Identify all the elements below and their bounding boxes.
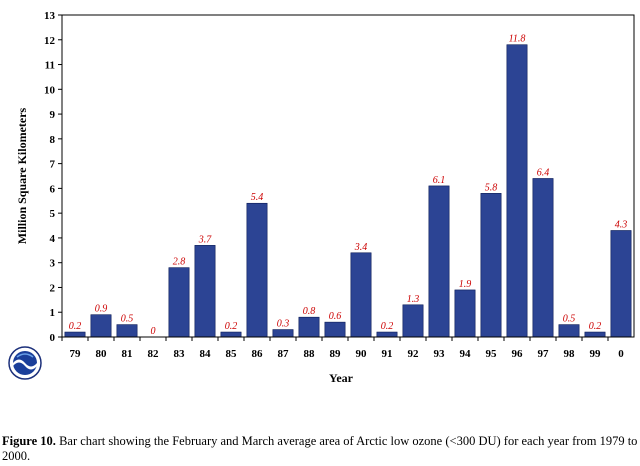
bar xyxy=(532,178,554,338)
x-axis-title: Year xyxy=(329,371,354,385)
noaa-logo-icon xyxy=(8,346,42,380)
y-tick-label: 13 xyxy=(44,10,56,22)
x-tick-label: 86 xyxy=(252,348,264,360)
data-label: 5.8 xyxy=(485,182,498,193)
data-label: 0.2 xyxy=(589,321,602,332)
x-axis-ticks: 79 80 81 82 83 84 85 86 87 88 89 90 91 92 93 94 95 96 97 98… xyxy=(61,337,624,360)
x-tick-label: 99 xyxy=(590,348,602,360)
x-tick-label: 90 xyxy=(356,348,368,360)
bar xyxy=(194,245,216,338)
data-labels: 0.2 0.9 0.5 0 2.8 3.7 0.2 5.4 0.3 0.8 0.6 3.4 0.2 1.3… xyxy=(69,34,628,337)
data-label: 1.9 xyxy=(459,279,472,290)
x-tick-label: 82 xyxy=(148,348,160,360)
x-tick-label: 95 xyxy=(486,348,498,360)
x-tick-label: 93 xyxy=(434,348,446,360)
bar xyxy=(506,44,528,338)
bar xyxy=(64,331,86,338)
caption-label: Figure 10. xyxy=(2,434,56,448)
data-label: 6.1 xyxy=(433,175,446,186)
y-tick-label: 4 xyxy=(50,233,56,245)
bar xyxy=(168,267,190,338)
bar xyxy=(272,329,294,338)
x-tick-label: 89 xyxy=(330,348,342,360)
bars xyxy=(64,44,632,338)
x-tick-label: 87 xyxy=(278,348,290,360)
data-label: 3.7 xyxy=(198,234,213,245)
data-label: 0.9 xyxy=(95,304,108,315)
bar xyxy=(402,304,424,338)
data-label: 0.2 xyxy=(225,321,238,332)
y-tick-label: 2 xyxy=(50,282,56,294)
y-tick-label: 1 xyxy=(50,307,56,319)
data-label: 0.5 xyxy=(563,314,576,325)
x-tick-label: 92 xyxy=(408,348,420,360)
x-tick-label: 79 xyxy=(70,348,82,360)
y-tick-label: 9 xyxy=(50,109,56,121)
bar xyxy=(246,202,268,338)
bar xyxy=(480,193,502,338)
data-label: 0.3 xyxy=(277,319,290,330)
bar xyxy=(610,230,632,338)
data-label: 0 xyxy=(151,326,156,337)
data-label: 6.4 xyxy=(537,167,550,178)
data-label: 1.3 xyxy=(407,294,420,305)
bar xyxy=(220,331,242,338)
x-tick-label: 84 xyxy=(200,348,212,360)
data-label: 0.2 xyxy=(69,321,82,332)
x-tick-label: 0 xyxy=(618,348,624,360)
y-tick-label: 5 xyxy=(50,208,56,220)
data-label: 2.8 xyxy=(173,257,186,268)
bar xyxy=(298,316,320,338)
bar xyxy=(116,324,138,338)
x-tick-label: 88 xyxy=(304,348,316,360)
bar xyxy=(584,331,606,338)
y-tick-label: 0 xyxy=(50,332,56,344)
y-tick-label: 10 xyxy=(44,84,56,96)
data-label: 3.4 xyxy=(354,242,368,253)
data-label: 11.8 xyxy=(509,34,526,45)
data-label: 4.3 xyxy=(615,219,628,230)
x-tick-label: 83 xyxy=(174,348,186,360)
bar xyxy=(376,331,398,338)
x-tick-label: 94 xyxy=(460,348,472,360)
bar xyxy=(90,314,112,338)
bar xyxy=(428,185,450,338)
x-tick-label: 98 xyxy=(564,348,576,360)
x-tick-label: 96 xyxy=(512,348,524,360)
x-tick-label: 97 xyxy=(538,348,550,360)
y-axis-title: Million Square Kilometers xyxy=(15,107,29,244)
x-tick-label: 81 xyxy=(122,348,133,360)
bar xyxy=(324,321,346,338)
data-label: 5.4 xyxy=(251,192,264,203)
data-label: 0.5 xyxy=(121,314,134,325)
x-tick-label: 91 xyxy=(382,348,393,360)
bar xyxy=(350,252,372,338)
data-label: 0.8 xyxy=(303,306,316,317)
data-label: 0.2 xyxy=(381,321,394,332)
y-tick-label: 8 xyxy=(50,134,56,146)
data-label: 0.6 xyxy=(329,311,342,322)
plot-area-frame xyxy=(61,14,635,338)
y-tick-label: 7 xyxy=(50,159,56,171)
y-tick-label: 6 xyxy=(50,183,56,195)
figure-caption: Figure 10. Bar chart showing the Februar… xyxy=(2,434,638,464)
bar xyxy=(558,324,580,338)
y-tick-label: 11 xyxy=(45,60,55,72)
x-tick-label: 80 xyxy=(96,348,108,360)
y-tick-label: 12 xyxy=(44,35,56,47)
caption-text: Bar chart showing the February and March… xyxy=(2,434,638,463)
x-tick-label: 85 xyxy=(226,348,238,360)
y-tick-label: 3 xyxy=(50,258,56,270)
bar xyxy=(454,289,476,338)
